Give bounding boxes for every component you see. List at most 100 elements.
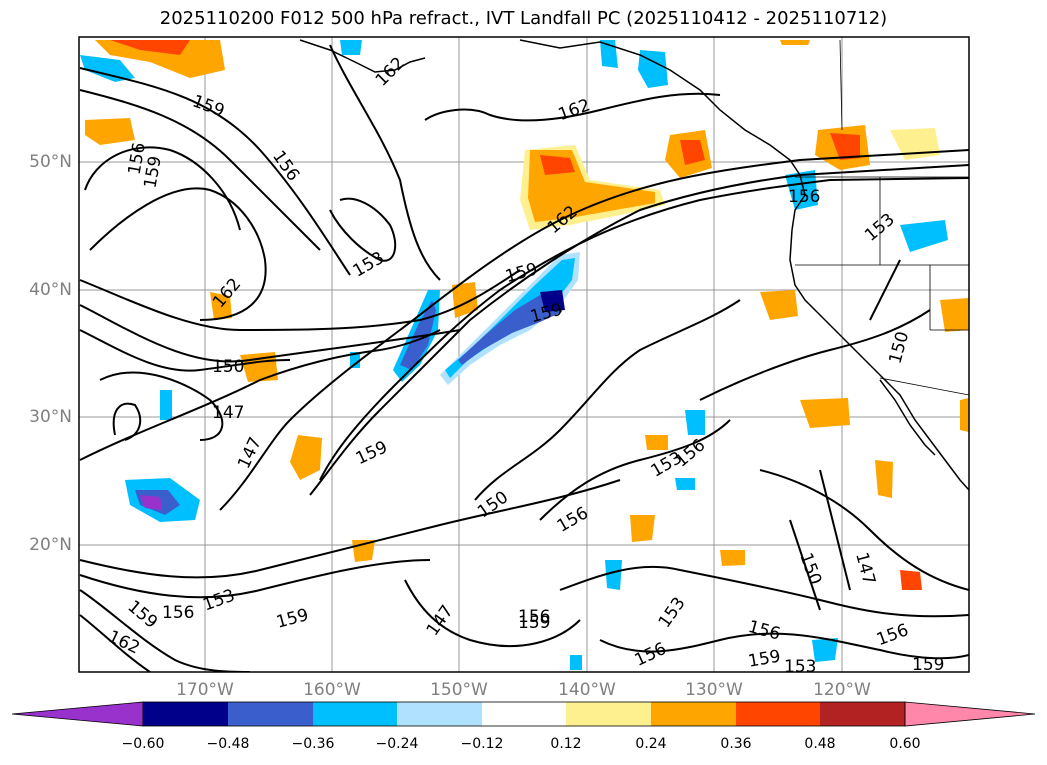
colorbar-tick-label: −0.12 xyxy=(460,736,504,752)
lon-label-140w: 140°W xyxy=(558,680,616,700)
shade-region xyxy=(780,40,810,45)
shade-region xyxy=(645,435,668,450)
contour-line xyxy=(789,519,821,611)
shade-region xyxy=(350,352,360,368)
lat-label-50n: 50°N xyxy=(29,152,72,172)
shaded-negative-regions xyxy=(80,40,948,670)
shade-region xyxy=(540,290,565,312)
contour-line xyxy=(424,92,721,122)
contour-label: 156 xyxy=(162,603,194,623)
contour-line xyxy=(699,309,931,401)
coastline-aleutians xyxy=(299,39,426,73)
shade-region xyxy=(340,40,362,55)
shade-region xyxy=(900,220,948,252)
shade-region xyxy=(785,170,818,210)
colorbar-tick-label: −0.48 xyxy=(206,736,250,752)
contours xyxy=(79,44,969,672)
contour-line xyxy=(79,304,461,363)
contour-line xyxy=(819,469,851,591)
contour-line xyxy=(329,44,441,281)
colorbar-tick-label: −0.36 xyxy=(291,736,335,752)
contour-line xyxy=(79,559,431,599)
colorbar-extend-high xyxy=(904,701,1036,727)
shade-region xyxy=(720,550,745,566)
shade-region xyxy=(638,50,668,88)
colorbar-tick-label: −0.24 xyxy=(375,736,419,752)
border-us-mexico xyxy=(879,377,969,396)
colorbar-tick-label: 0.48 xyxy=(804,736,836,752)
contour-line xyxy=(539,419,731,521)
shade-region xyxy=(570,655,582,670)
shade-region xyxy=(830,133,860,160)
plot-area: 159 156 159 156 153 162 162 162 159 159 … xyxy=(79,37,969,677)
contour-line xyxy=(112,402,142,441)
colorbar-swatch xyxy=(820,702,905,726)
shade-region xyxy=(160,390,172,420)
contour-line xyxy=(559,565,969,618)
shade-region xyxy=(85,118,135,145)
shade-region xyxy=(140,495,162,510)
contour-line xyxy=(89,187,267,321)
shade-region xyxy=(685,410,705,435)
contour-line xyxy=(79,67,351,276)
colorbar-extend-low xyxy=(11,701,144,727)
colorbar-tick-label: 0.24 xyxy=(635,736,667,752)
colorbar-swatch xyxy=(482,702,566,726)
contour-line xyxy=(79,614,151,672)
lon-label-170w: 170°W xyxy=(176,680,234,700)
contour-line xyxy=(329,197,397,262)
colorbar-tick-label: 0.60 xyxy=(889,736,921,752)
contour-label: 156 xyxy=(518,607,550,627)
contour-line xyxy=(319,177,969,481)
shade-region xyxy=(210,292,232,320)
shade-region xyxy=(605,560,622,590)
shade-region xyxy=(110,40,190,55)
contour-line xyxy=(79,329,441,461)
colorbar-tick-label: −0.60 xyxy=(121,736,165,752)
contour-line xyxy=(599,632,969,660)
shade-region xyxy=(800,398,850,428)
lat-label-30n: 30°N xyxy=(29,407,72,427)
shade-region xyxy=(760,290,798,320)
plot-frame xyxy=(78,36,970,673)
contour-line xyxy=(79,479,621,579)
lon-label-150w: 150°W xyxy=(430,680,488,700)
shade-region xyxy=(80,55,135,82)
shade-region xyxy=(680,140,705,165)
lon-label-120w: 120°W xyxy=(813,680,871,700)
colorbar-swatch xyxy=(143,702,228,726)
shaded-positive-regions xyxy=(85,40,969,590)
colorbar-tick-label: 0.36 xyxy=(720,736,752,752)
coastlines xyxy=(299,39,969,491)
contour-label: 150 xyxy=(212,357,244,377)
contour-label: 153 xyxy=(784,657,816,677)
colorbar-swatch xyxy=(228,702,313,726)
coastline-north-america xyxy=(789,229,969,491)
shade-region xyxy=(675,478,695,490)
contour-label: 156 xyxy=(788,187,820,207)
shade-region xyxy=(900,570,922,590)
colorbar-swatch xyxy=(397,702,482,726)
shade-region xyxy=(940,298,969,332)
shade-region xyxy=(290,435,322,480)
contour-line xyxy=(474,299,741,501)
contour-line xyxy=(79,329,291,372)
lat-label-40n: 40°N xyxy=(29,280,72,300)
contour-label: 147 xyxy=(212,403,244,423)
contour-line xyxy=(79,89,321,251)
colorbar-swatch xyxy=(566,702,651,726)
map-title: 2025110200 F012 500 hPa refract., IVT La… xyxy=(159,8,888,29)
contour-line xyxy=(309,164,969,496)
lon-label-130w: 130°W xyxy=(685,680,743,700)
shade-region xyxy=(630,515,655,542)
shade-region xyxy=(960,398,969,432)
contour-line xyxy=(219,149,969,511)
colorbar-swatch xyxy=(651,702,736,726)
coastline-baja xyxy=(879,379,936,456)
contour-line xyxy=(79,269,521,332)
borders xyxy=(795,39,969,396)
lat-label-20n: 20°N xyxy=(29,535,72,555)
shade-region xyxy=(812,638,838,662)
shade-region xyxy=(95,40,225,78)
